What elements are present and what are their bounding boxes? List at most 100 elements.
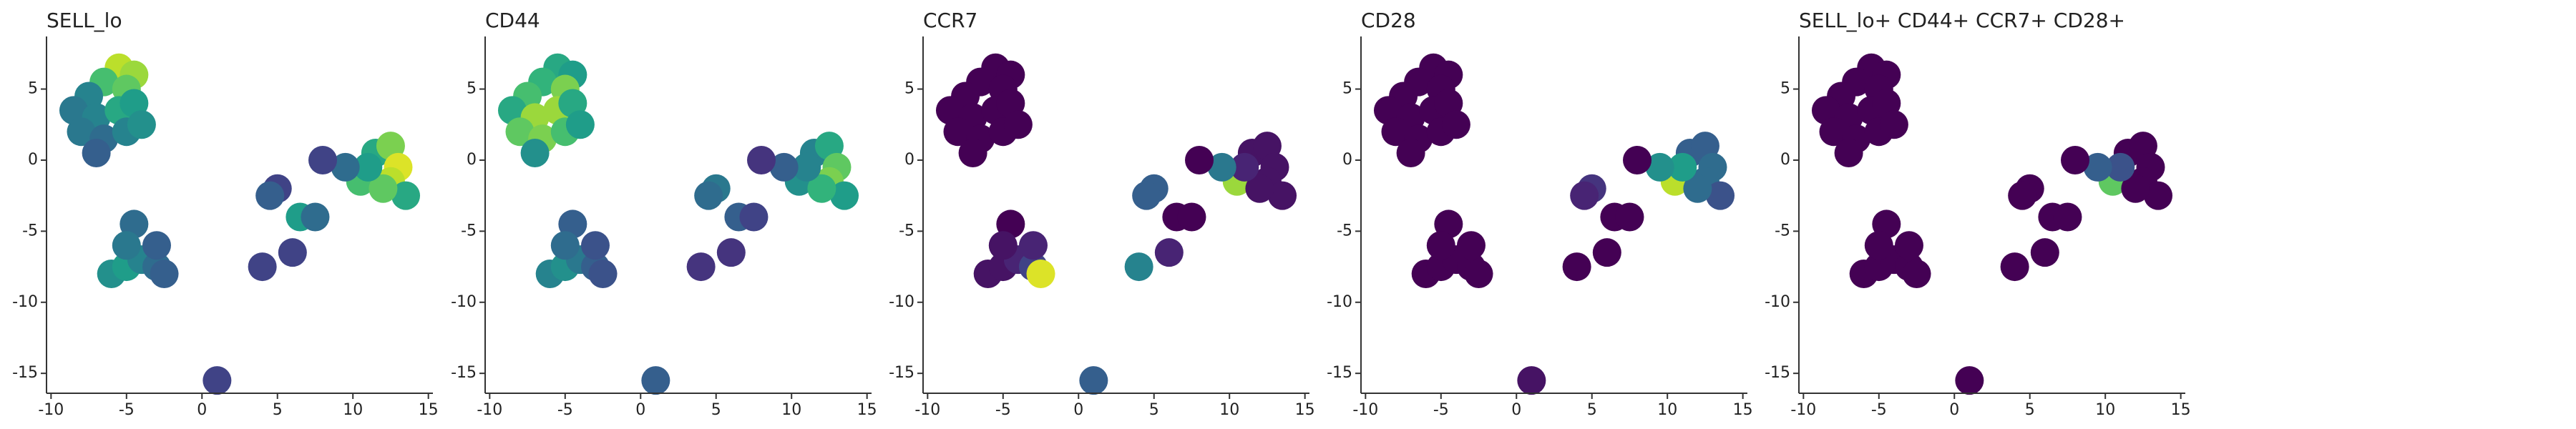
y-tick-label: -15 <box>1765 364 1790 382</box>
x-tick-label: 5 <box>1149 401 1159 419</box>
x-tick-label: 10 <box>1219 401 1239 419</box>
point <box>1026 260 1055 289</box>
point <box>391 181 421 210</box>
point <box>2083 152 2112 182</box>
y-tick-label: 5 <box>28 80 38 98</box>
point <box>1154 238 1184 267</box>
point <box>82 139 111 168</box>
point <box>2000 252 2029 282</box>
point <box>2121 174 2150 203</box>
x-tick-label: 15 <box>857 401 877 419</box>
point <box>988 231 1018 260</box>
y-tick-label: -15 <box>1327 364 1352 382</box>
point <box>2061 145 2090 174</box>
point <box>958 139 987 168</box>
point <box>1562 252 1591 282</box>
point <box>520 139 550 168</box>
x-tick-label: 10 <box>1657 401 1677 419</box>
y-tick-label: -10 <box>1765 293 1790 311</box>
point <box>588 260 618 289</box>
point <box>150 260 179 289</box>
y-tick-label: -10 <box>451 293 477 311</box>
y-tick-label: 0 <box>1780 151 1790 169</box>
point <box>830 181 859 210</box>
point <box>308 145 338 174</box>
point <box>369 174 398 203</box>
point <box>203 366 232 395</box>
x-tick-label: 15 <box>1733 401 1753 419</box>
panel: -10 -5 0 5 10 15 -15 -10 -5 0 5 CD28 <box>1327 9 1753 419</box>
y-tick-label: 0 <box>904 151 914 169</box>
panel-title: CCR7 <box>923 9 977 32</box>
x-tick-label: 15 <box>419 401 439 419</box>
y-tick-label: 5 <box>467 80 477 98</box>
point <box>1902 260 1931 289</box>
y-tick-label: -5 <box>899 222 914 240</box>
point <box>2030 238 2059 267</box>
x-tick-label: 5 <box>2025 401 2035 419</box>
point <box>641 366 670 395</box>
y-tick-label: -5 <box>1775 222 1790 240</box>
point <box>1185 145 1214 174</box>
x-tick-label: -10 <box>914 401 940 419</box>
x-tick-label: 0 <box>197 401 207 419</box>
x-tick-label: 0 <box>1949 401 1959 419</box>
x-tick-label: 15 <box>2171 401 2191 419</box>
point <box>1683 174 1712 203</box>
y-tick-label: 0 <box>28 151 38 169</box>
point <box>1570 181 1599 210</box>
point <box>1245 174 1274 203</box>
x-tick-label: 10 <box>343 401 363 419</box>
point <box>580 231 610 260</box>
point <box>1456 231 1485 260</box>
point <box>1464 260 1493 289</box>
point <box>1955 366 1984 395</box>
point <box>1079 366 1108 395</box>
point <box>1668 152 1697 182</box>
y-tick-label: -10 <box>12 293 38 311</box>
y-tick-label: -5 <box>22 222 38 240</box>
point <box>1819 117 1848 147</box>
panel: -10 -5 0 5 10 15 -15 -10 -5 0 5 SELL_lo <box>12 9 439 419</box>
x-tick-label: -5 <box>995 401 1011 419</box>
point <box>1645 152 1674 182</box>
point <box>739 202 769 232</box>
point <box>565 110 595 139</box>
x-tick-label: 10 <box>781 401 801 419</box>
y-tick-label: 5 <box>1342 80 1352 98</box>
panel: -10 -5 0 5 10 15 -15 -10 -5 0 5 CCR7 <box>889 9 1315 419</box>
point <box>1268 181 1297 210</box>
point <box>769 152 799 182</box>
point <box>807 174 836 203</box>
point <box>1132 181 1161 210</box>
point <box>1396 139 1425 168</box>
y-tick-label: -10 <box>1327 293 1352 311</box>
point <box>1864 231 1893 260</box>
point <box>112 231 141 260</box>
y-tick-label: -15 <box>889 364 914 382</box>
point <box>1381 117 1410 147</box>
y-tick-label: -15 <box>12 364 38 382</box>
y-tick-label: -15 <box>451 364 477 382</box>
x-tick-label: 5 <box>711 401 721 419</box>
point <box>1124 252 1153 282</box>
y-tick-label: 0 <box>1342 151 1352 169</box>
y-tick-label: -10 <box>889 293 914 311</box>
point <box>716 238 746 267</box>
point <box>1879 110 1908 139</box>
y-tick-label: -5 <box>461 222 477 240</box>
point <box>127 110 156 139</box>
point <box>1230 152 1259 182</box>
x-tick-label: 5 <box>273 401 283 419</box>
y-tick-label: -5 <box>1337 222 1352 240</box>
panel-title: SELL_lo+ CD44+ CCR7+ CD28+ <box>1799 9 2125 32</box>
y-tick-label: 5 <box>904 80 914 98</box>
point <box>1003 110 1033 139</box>
x-tick-label: -10 <box>38 401 64 419</box>
x-tick-label: -10 <box>1352 401 1378 419</box>
panel: -10 -5 0 5 10 15 -15 -10 -5 0 5 SELL_lo+ CD44+ CCR7… <box>1765 9 2191 419</box>
x-tick-label: -5 <box>119 401 135 419</box>
point <box>1018 231 1048 260</box>
point <box>686 252 716 282</box>
